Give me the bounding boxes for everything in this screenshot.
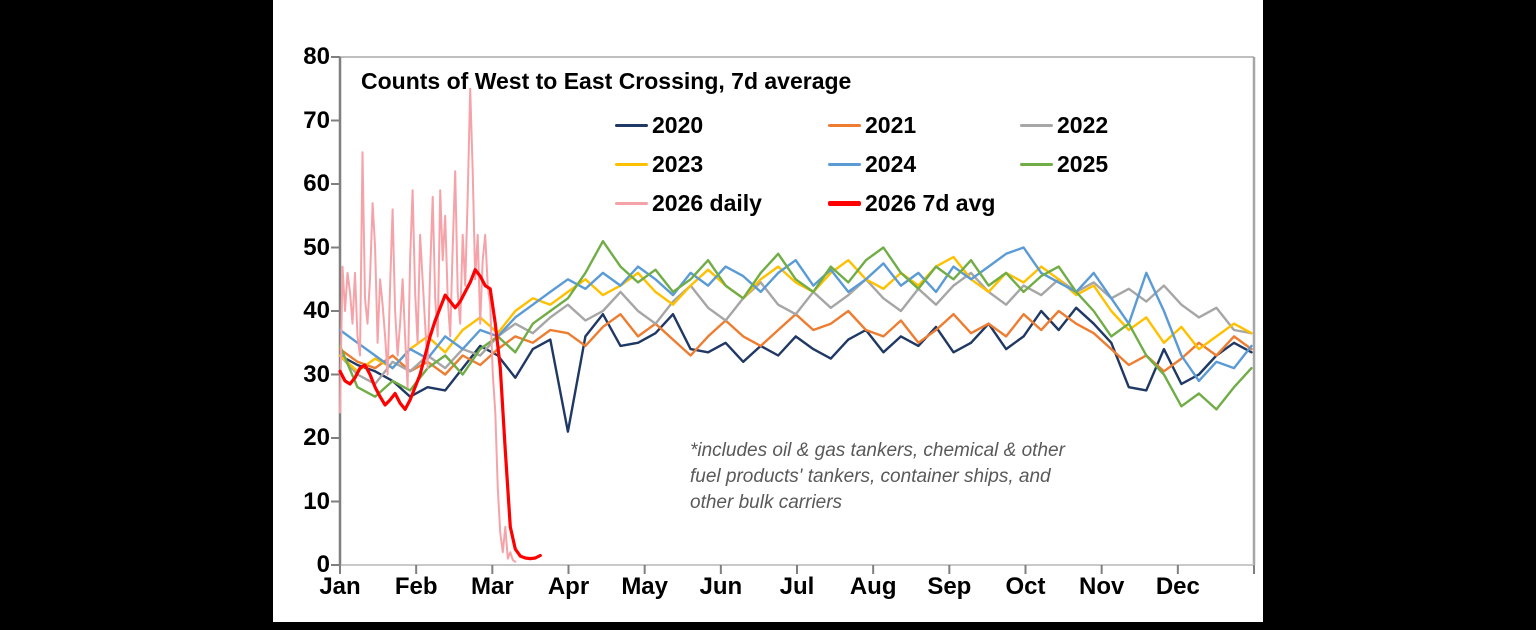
legend-item-2026-7d-avg: 2026 7d avg [828,184,1020,223]
y-axis-label-40: 40 [303,297,330,324]
legend-swatch-2025 [1020,162,1053,167]
legend-item-2023: 2023 [615,145,828,184]
x-axis-label-Feb: Feb [394,573,438,600]
plot-area [331,56,1256,574]
footnote-annotation: *includes oil & gas tankers, chemical & … [690,438,1065,516]
x-axis-label-Aug: Aug [849,573,897,600]
footnote-line-3: other bulk carriers [690,492,843,513]
legend-swatch-2024 [828,162,861,167]
chart-legend: 2020 2021 2022 2023 2024 2025 2026 daily 2026 7… [615,106,1108,223]
y-axis-label-20: 20 [303,424,330,451]
y-axis-label-60: 60 [303,170,330,197]
legend-item-2026-daily: 2026 daily [615,184,828,223]
series-line-2022 [338,271,1253,386]
x-axis-label-Mar: Mar [470,573,514,600]
chart-panel: Counts of West to East Crossing, 7d aver… [273,0,1263,622]
legend-swatch-2026-daily [615,202,648,205]
footnote-line-1: *includes oil & gas tankers, chemical & … [690,440,1065,461]
legend-label: 2024 [865,151,917,177]
legend-item-2024: 2024 [828,145,1020,184]
legend-item-2020: 2020 [615,106,828,145]
legend-item-2025: 2025 [1020,145,1108,184]
legend-label: 2022 [1057,112,1109,138]
y-axis-label-50: 50 [303,233,330,261]
footnote-line-2: fuel products' tankers, container ships,… [690,466,1051,487]
x-axis-label-Jun: Jun [699,573,743,600]
legend-swatch-2023 [615,162,648,167]
x-axis-label-Dec: Dec [1155,573,1200,600]
x-axis-label-Sep: Sep [927,573,972,600]
legend-label: 2020 [652,112,704,138]
legend-label: 2026 7d avg [865,190,996,216]
legend-item-2022: 2022 [1020,106,1108,145]
legend-label: 2021 [865,112,917,138]
x-axis-label-Nov: Nov [1078,573,1125,600]
y-axis-label-0: 0 [316,551,330,578]
legend-swatch-2026-7d-avg [828,201,861,206]
chart-title: Counts of West to East Crossing, 7d aver… [361,68,852,94]
legend-swatch-2021 [828,123,861,128]
legend-label: 2025 [1057,151,1109,177]
legend-label: 2026 daily [652,190,762,216]
y-axis-label-80: 80 [303,43,330,70]
legend-swatch-2022 [1020,123,1053,128]
y-axis-label-70: 70 [303,106,330,134]
y-axis-label-30: 30 [303,360,330,388]
x-axis-label-May: May [621,573,668,600]
x-axis-label-Jul: Jul [779,573,815,600]
y-axis-label-10: 10 [303,487,330,515]
series-line-2026-7d-avg [338,268,542,561]
series-line-2026-daily [339,87,517,563]
x-axis-label-Jan: Jan [319,573,361,600]
legend-swatch-2020 [615,123,648,128]
legend-item-2021: 2021 [828,106,1020,145]
x-axis-label-Apr: Apr [547,573,590,600]
series-line-2020 [338,306,1253,433]
legend-label: 2023 [652,151,704,177]
x-axis-label-Oct: Oct [1005,573,1046,600]
